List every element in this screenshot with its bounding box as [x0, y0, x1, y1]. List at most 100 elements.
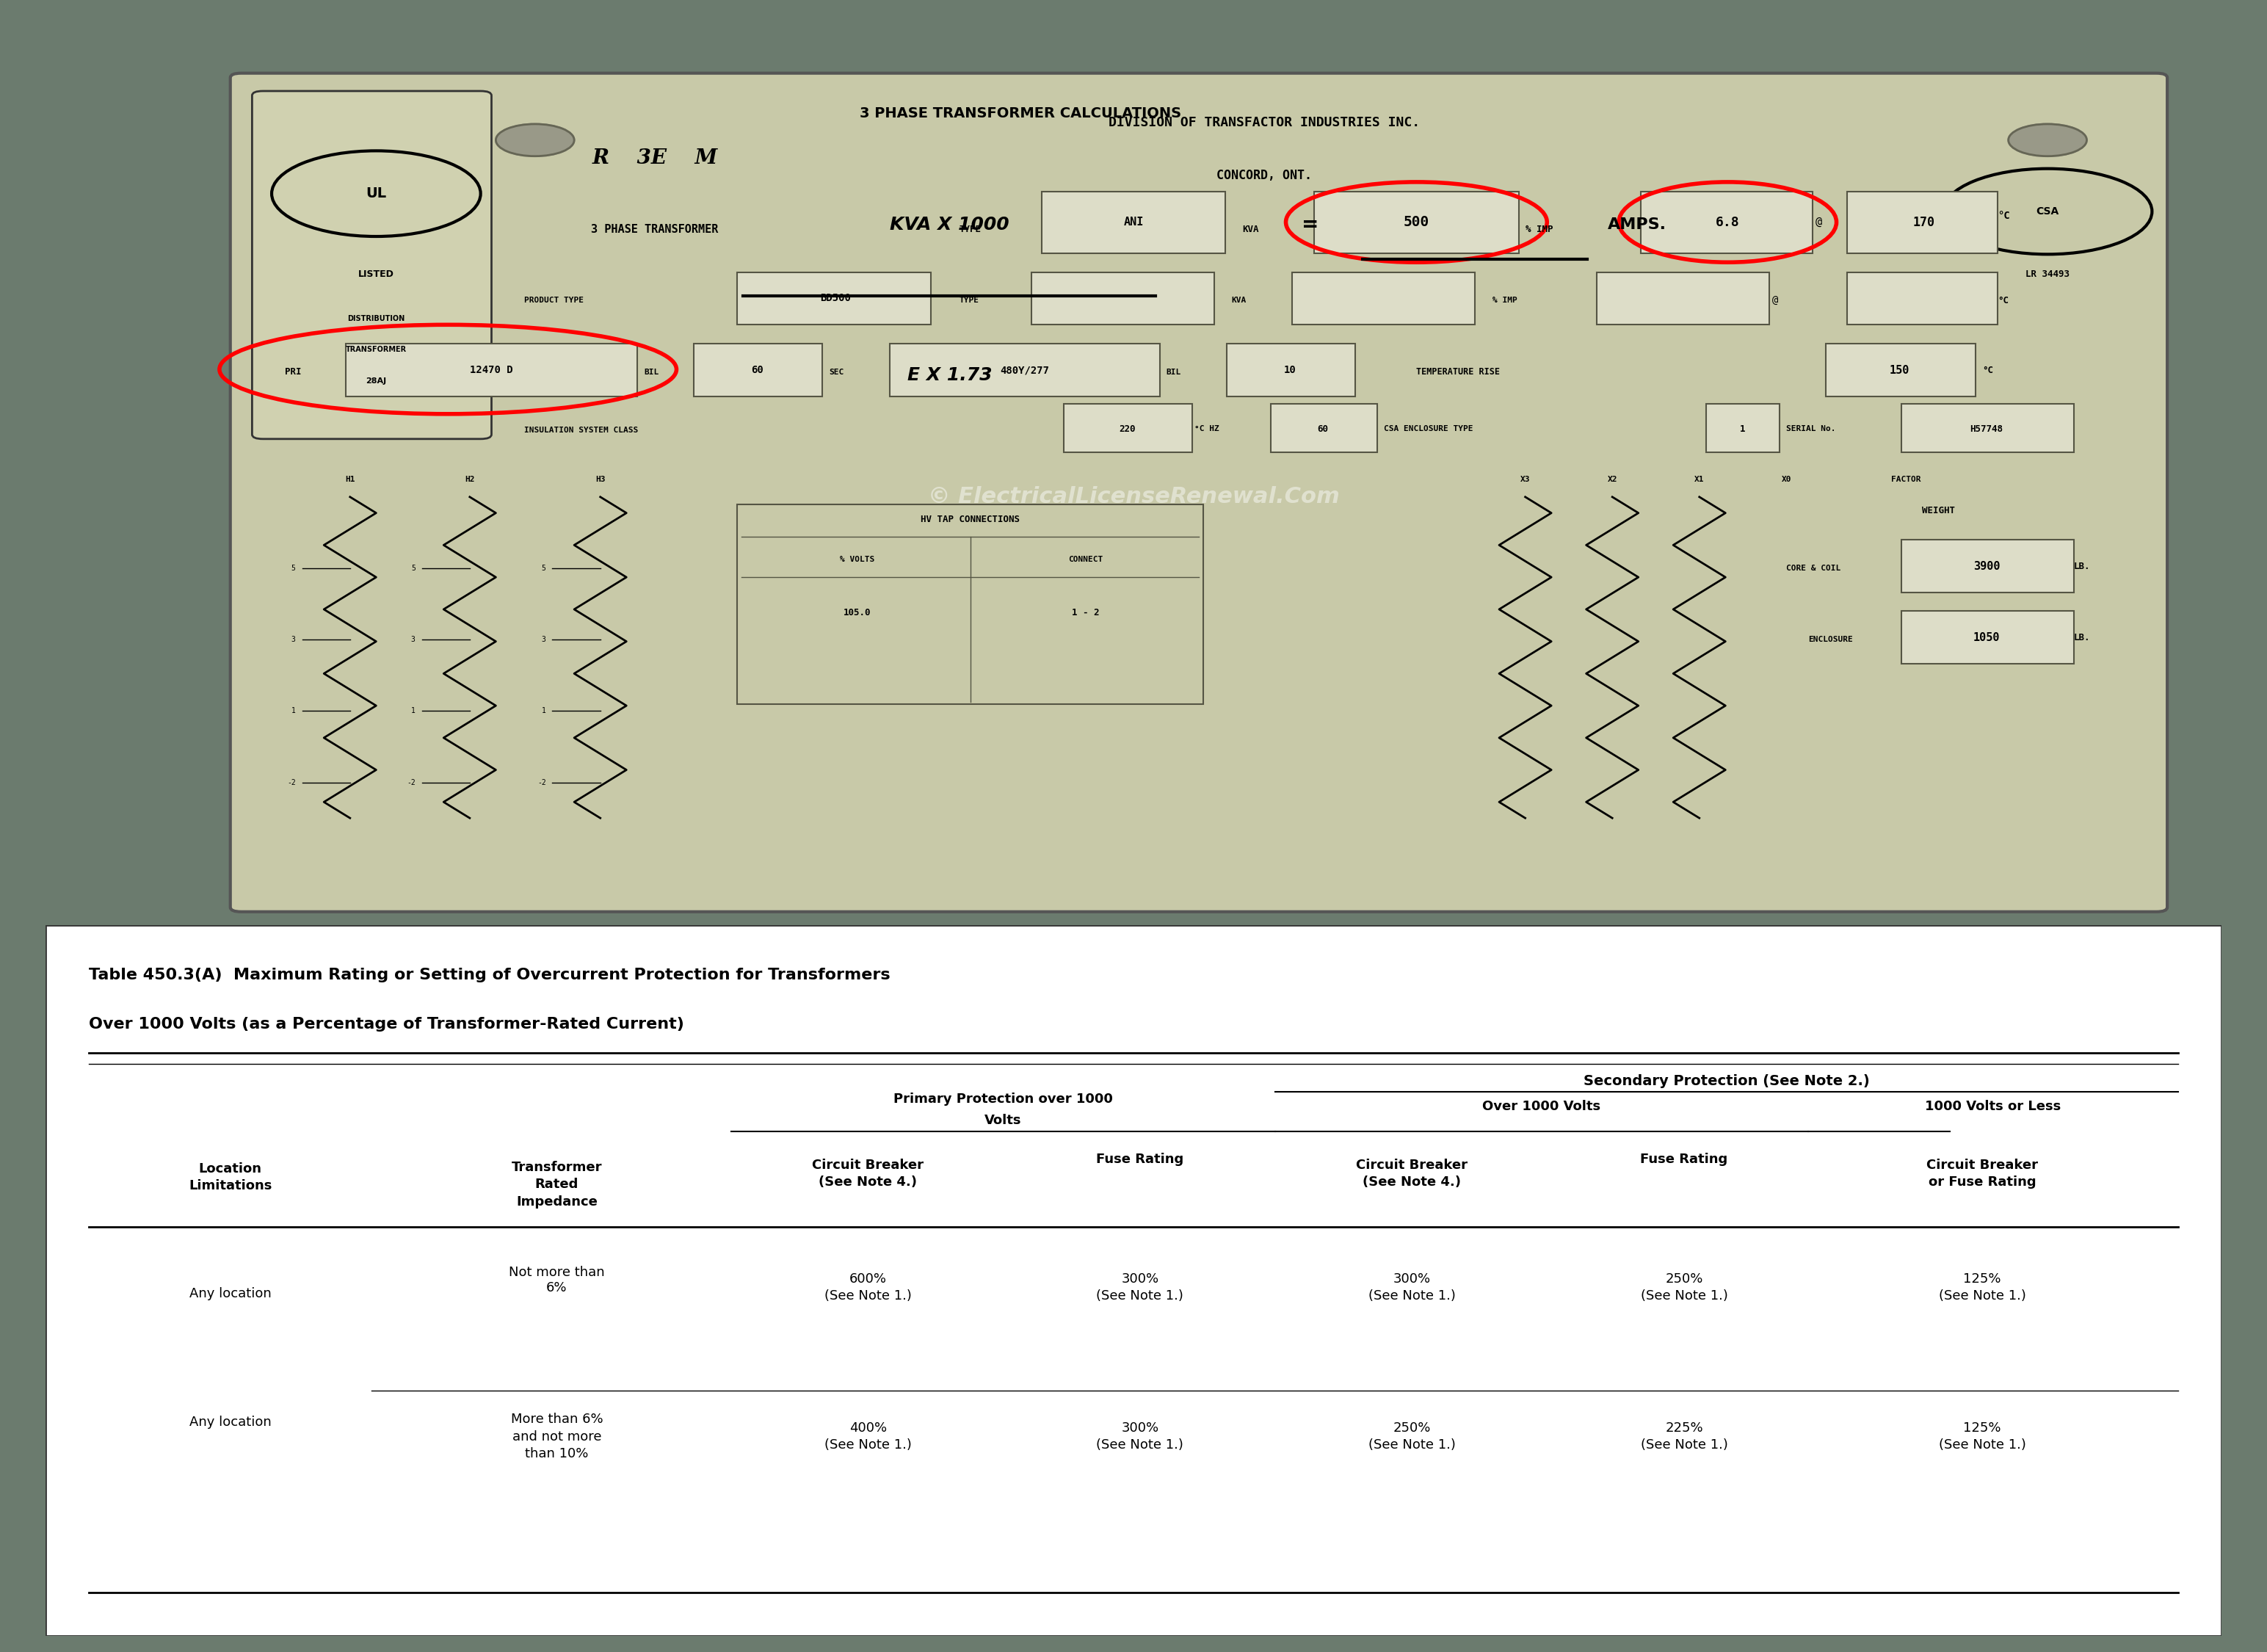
- FancyBboxPatch shape: [1902, 405, 2074, 453]
- Text: H57748: H57748: [1970, 425, 2004, 434]
- Text: % IMP: % IMP: [1526, 225, 1553, 235]
- Text: ENCLOSURE: ENCLOSURE: [1809, 636, 1852, 643]
- Text: BIL: BIL: [644, 368, 660, 375]
- Text: 5: 5: [542, 565, 546, 572]
- Text: KVA: KVA: [1231, 297, 1247, 304]
- FancyBboxPatch shape: [1270, 405, 1378, 453]
- Text: 600%
(See Note 1.): 600% (See Note 1.): [825, 1272, 911, 1303]
- Text: 125%
(See Note 1.): 125% (See Note 1.): [1938, 1272, 2027, 1303]
- Text: KVA X 1000: KVA X 1000: [889, 216, 1009, 233]
- Text: HV TAP CONNECTIONS: HV TAP CONNECTIONS: [920, 514, 1020, 524]
- Text: H1: H1: [345, 476, 356, 482]
- Text: SEC: SEC: [830, 368, 843, 375]
- FancyBboxPatch shape: [1705, 405, 1780, 453]
- Text: Location
Limitations: Location Limitations: [188, 1161, 272, 1193]
- Text: TEMPERATURE RISE: TEMPERATURE RISE: [1417, 367, 1501, 377]
- Text: 1050: 1050: [1972, 633, 1999, 643]
- Text: 10: 10: [1283, 365, 1297, 375]
- Text: 225%
(See Note 1.): 225% (See Note 1.): [1641, 1421, 1727, 1452]
- Text: PRODUCT TYPE: PRODUCT TYPE: [524, 297, 583, 304]
- Circle shape: [496, 124, 574, 157]
- Text: LB.: LB.: [2074, 562, 2090, 572]
- FancyBboxPatch shape: [1043, 192, 1224, 253]
- Text: R    3E    M: R 3E M: [592, 149, 719, 169]
- FancyBboxPatch shape: [1596, 273, 1768, 325]
- Text: X2: X2: [1607, 476, 1616, 482]
- FancyBboxPatch shape: [737, 504, 1204, 704]
- Text: 105.0: 105.0: [843, 608, 871, 618]
- Text: @: @: [1773, 296, 1780, 306]
- Text: 5: 5: [410, 565, 415, 572]
- Text: 400%
(See Note 1.): 400% (See Note 1.): [825, 1421, 911, 1452]
- Text: -2: -2: [406, 778, 415, 786]
- Text: 170: 170: [1913, 215, 1934, 228]
- Text: More than 6%
and not more
than 10%: More than 6% and not more than 10%: [510, 1412, 603, 1460]
- Text: E X 1.73: E X 1.73: [907, 367, 993, 385]
- Text: TYPE: TYPE: [959, 225, 982, 235]
- Text: Any location: Any location: [190, 1287, 272, 1300]
- Text: 250%
(See Note 1.): 250% (See Note 1.): [1369, 1421, 1455, 1452]
- FancyBboxPatch shape: [1292, 273, 1476, 325]
- Text: PRI: PRI: [286, 367, 302, 377]
- Text: 60: 60: [750, 365, 764, 375]
- Text: Any location: Any location: [190, 1416, 272, 1429]
- FancyBboxPatch shape: [1063, 405, 1192, 453]
- Text: CONNECT: CONNECT: [1068, 555, 1104, 563]
- FancyBboxPatch shape: [889, 344, 1161, 396]
- Text: @: @: [1816, 216, 1823, 228]
- Text: TYPE: TYPE: [959, 297, 979, 304]
- FancyBboxPatch shape: [45, 925, 2222, 1635]
- FancyBboxPatch shape: [1825, 344, 1977, 396]
- Text: H2: H2: [465, 476, 474, 482]
- Text: °C: °C: [1997, 211, 2011, 221]
- Text: 1: 1: [410, 707, 415, 715]
- Text: 1: 1: [1741, 425, 1746, 434]
- FancyBboxPatch shape: [1848, 273, 1997, 325]
- Text: Circuit Breaker
(See Note 4.): Circuit Breaker (See Note 4.): [812, 1158, 923, 1189]
- Text: Fuse Rating: Fuse Rating: [1641, 1153, 1727, 1166]
- FancyBboxPatch shape: [737, 273, 932, 325]
- Text: BIL: BIL: [1165, 368, 1181, 375]
- FancyBboxPatch shape: [345, 344, 637, 396]
- Text: Secondary Protection (See Note 2.): Secondary Protection (See Note 2.): [1582, 1074, 1870, 1089]
- Text: 480Y/277: 480Y/277: [1000, 365, 1050, 375]
- Text: 3 PHASE TRANSFORMER CALCULATIONS: 3 PHASE TRANSFORMER CALCULATIONS: [859, 107, 1181, 121]
- FancyBboxPatch shape: [1641, 192, 1814, 253]
- Text: ANI: ANI: [1124, 216, 1143, 228]
- Text: CORE & COIL: CORE & COIL: [1786, 565, 1841, 572]
- Text: Circuit Breaker
(See Note 4.): Circuit Breaker (See Note 4.): [1356, 1158, 1467, 1189]
- Text: 3: 3: [542, 636, 546, 643]
- Text: Primary Protection over 1000: Primary Protection over 1000: [893, 1092, 1113, 1105]
- Text: SERIAL No.: SERIAL No.: [1786, 426, 1836, 433]
- Text: 220: 220: [1118, 425, 1136, 434]
- Text: 3: 3: [410, 636, 415, 643]
- FancyBboxPatch shape: [1902, 611, 2074, 664]
- Text: 300%
(See Note 1.): 300% (See Note 1.): [1097, 1272, 1183, 1303]
- Text: 1000 Volts or Less: 1000 Volts or Less: [1925, 1100, 2061, 1113]
- Text: °C HZ: °C HZ: [1195, 426, 1220, 433]
- Text: 300%
(See Note 1.): 300% (See Note 1.): [1097, 1421, 1183, 1452]
- Text: % VOLTS: % VOLTS: [839, 555, 875, 563]
- FancyBboxPatch shape: [1848, 192, 1997, 253]
- Text: FACTOR: FACTOR: [1891, 476, 1920, 482]
- Text: © ElectricalLicenseRenewal.Com: © ElectricalLicenseRenewal.Com: [927, 486, 1340, 507]
- Text: BD500: BD500: [821, 292, 850, 302]
- Text: X1: X1: [1693, 476, 1705, 482]
- Text: 5: 5: [290, 565, 295, 572]
- Text: Circuit Breaker
or Fuse Rating: Circuit Breaker or Fuse Rating: [1927, 1158, 2038, 1189]
- FancyBboxPatch shape: [1902, 540, 2074, 593]
- FancyBboxPatch shape: [1226, 344, 1356, 396]
- FancyBboxPatch shape: [694, 344, 823, 396]
- Text: 60: 60: [1317, 425, 1328, 434]
- Text: Not more than
6%: Not more than 6%: [508, 1265, 605, 1295]
- Text: 125%
(See Note 1.): 125% (See Note 1.): [1938, 1421, 2027, 1452]
- Text: UL: UL: [365, 187, 385, 200]
- Text: 3900: 3900: [1972, 562, 1999, 572]
- Text: X3: X3: [1521, 476, 1530, 482]
- Text: DISTRIBUTION: DISTRIBUTION: [347, 316, 406, 322]
- Text: AMPS.: AMPS.: [1607, 218, 1666, 231]
- Text: 6.8: 6.8: [1716, 215, 1739, 228]
- Text: Over 1000 Volts (as a Percentage of Transformer-Rated Current): Over 1000 Volts (as a Percentage of Tran…: [88, 1018, 685, 1032]
- FancyBboxPatch shape: [1315, 192, 1519, 253]
- Text: KVA: KVA: [1242, 225, 1258, 235]
